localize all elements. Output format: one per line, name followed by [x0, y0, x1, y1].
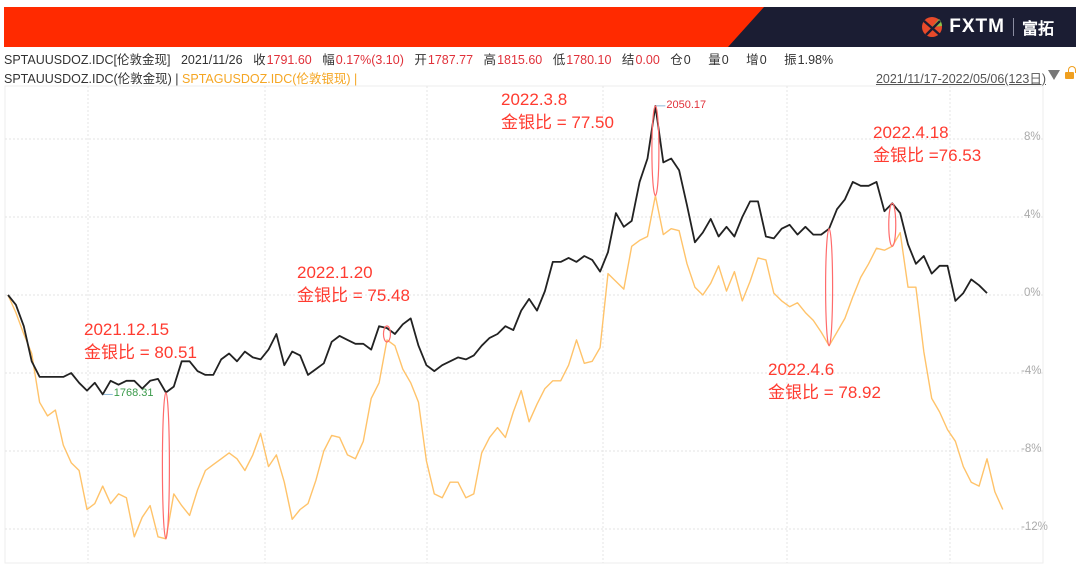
- close-value: 1791.60: [266, 53, 312, 67]
- y-axis-tick-label: -4%: [1021, 365, 1042, 377]
- silver-price-line: [7, 194, 1004, 540]
- series-legend: SPTAUUSDOZ.IDC(伦敦金现) | SPTAGUSDOZ.IDC(伦敦…: [4, 68, 357, 87]
- position-label: 仓: [670, 53, 683, 67]
- gold-silver-ratio-annotation: 2022.4.18 金银比 =76.53: [873, 121, 981, 167]
- gold-silver-ratio-marker: [161, 391, 171, 540]
- amplitude-label: 振: [784, 53, 797, 67]
- brand-banner: FXTM 富拓: [4, 7, 1076, 47]
- gold-silver-ratio-marker: [888, 202, 897, 247]
- gold-silver-ratio-annotation: 2022.4.6 金银比 = 78.92: [768, 358, 881, 404]
- amplitude-value: 1.98%: [797, 53, 834, 67]
- open-label: 开: [414, 53, 427, 67]
- plot-frame: [4, 85, 1044, 564]
- legend-silver[interactable]: SPTAGUSDOZ.IDC(伦敦银现) |: [182, 72, 358, 86]
- lock-icon[interactable]: [1065, 66, 1076, 79]
- quote-info-bar: SPTAUUSDOZ.IDC[伦敦金现] 2021/11/26 收1791.60…: [4, 49, 847, 68]
- brand-name-cn: 富拓: [1021, 19, 1054, 38]
- gold-silver-ratio-annotation: 2021.12.15 金银比 = 80.51: [84, 318, 197, 364]
- annotation-ratio: 金银比 = 80.51: [84, 343, 197, 362]
- low-label: 低: [552, 53, 566, 67]
- change-label: 幅: [322, 53, 335, 67]
- low-value: 1780.10: [566, 53, 612, 67]
- gold-silver-ratio-annotation: 2022.1.20 金银比 = 75.48: [297, 261, 410, 307]
- y-axis-tick-label: 8%: [1024, 131, 1041, 143]
- annotation-ratio: 金银比 =76.53: [873, 146, 982, 165]
- dropdown-triangle-icon[interactable]: [1048, 70, 1060, 80]
- y-axis-tick-label: -12%: [1021, 521, 1048, 533]
- gold-silver-ratio-marker: [824, 228, 834, 347]
- gold-price-line: [7, 105, 988, 396]
- symbol: SPTAUUSDOZ.IDC[伦敦金现]: [4, 53, 171, 67]
- annotation-date: 2021.12.15: [84, 320, 170, 339]
- volume-value: 0: [721, 53, 729, 67]
- annotation-date: 2022.3.8: [501, 90, 568, 109]
- settle-value: 0.00: [635, 53, 660, 67]
- position-value: 0: [683, 53, 691, 67]
- high-value: 1815.60: [497, 53, 543, 67]
- open-value: 1787.77: [427, 53, 474, 67]
- change-value: 0.17%(3.10): [335, 53, 404, 67]
- brand-divider: [1012, 18, 1014, 36]
- annotation-date: 2022.4.18: [873, 123, 949, 142]
- y-axis-tick-label: 4%: [1024, 209, 1041, 221]
- annotation-ratio: 金银比 = 75.48: [297, 286, 410, 305]
- fxtm-logo: FXTM 富拓: [921, 14, 1054, 40]
- gold-silver-ratio-annotation: 2022.3.8 金银比 = 77.50: [501, 88, 614, 134]
- increase-label: 增: [746, 53, 759, 67]
- gold-silver-ratio-marker: [382, 325, 392, 343]
- period-high-label: 2050.17: [666, 98, 707, 111]
- fxtm-logo-icon: [922, 17, 943, 37]
- increase-value: 0: [759, 53, 767, 67]
- quote-date: 2021/11/26: [180, 53, 243, 67]
- annotation-ratio: 金银比 = 77.50: [501, 113, 614, 132]
- legend-gold[interactable]: SPTAUUSDOZ.IDC(伦敦金现) |: [4, 72, 179, 86]
- high-label: 高: [483, 53, 497, 67]
- y-axis-tick-label: -8%: [1021, 443, 1042, 455]
- annotation-ratio: 金银比 = 78.92: [768, 383, 881, 402]
- date-range-selector[interactable]: 2021/11/17-2022/05/06(123日): [875, 72, 1046, 86]
- brand-name: FXTM: [949, 16, 1005, 37]
- close-label: 收: [253, 53, 266, 67]
- y-axis-tick-label: 0%: [1024, 287, 1041, 299]
- annotation-date: 2022.1.20: [297, 263, 373, 282]
- settle-label: 结: [621, 53, 635, 67]
- volume-label: 量: [708, 53, 721, 67]
- period-low-label: 1768.31: [113, 387, 154, 400]
- annotation-date: 2022.4.6: [768, 360, 835, 379]
- gold-silver-ratio-marker: [651, 105, 660, 197]
- banner-red-stripe: [4, 7, 764, 47]
